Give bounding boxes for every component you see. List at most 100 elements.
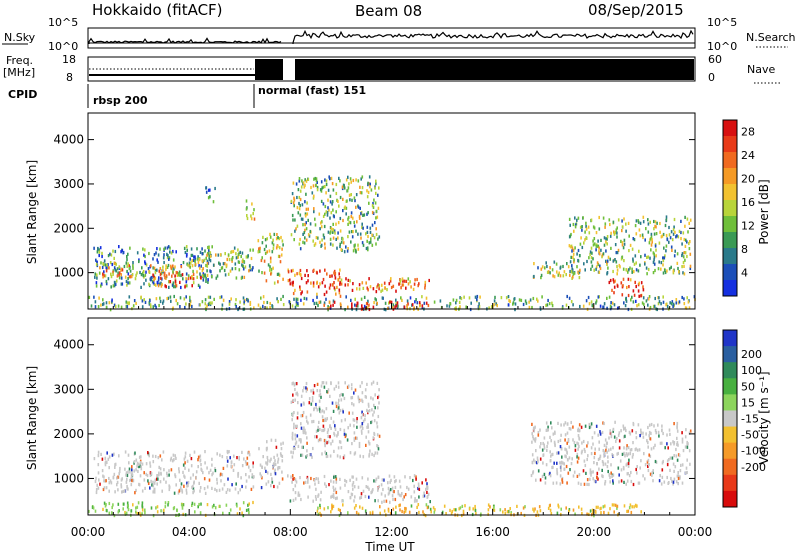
power-cell-1372 [645, 227, 647, 231]
power-cell-1050 [566, 262, 568, 266]
power-cell-1490 [282, 303, 285, 307]
vel-cell-968 [541, 474, 544, 478]
power-cell-499 [280, 253, 283, 257]
power-cell-153 [109, 261, 112, 265]
power-colorbar-swatch-6 [723, 216, 737, 233]
power-cell-635 [339, 216, 342, 221]
vel-cell-1683 [493, 506, 495, 510]
vel-cell-871 [291, 435, 294, 440]
vel-cell-1392 [668, 481, 670, 485]
vel-cell-717 [341, 408, 344, 412]
vel-cell-910 [321, 452, 323, 456]
vel-cell-757 [371, 408, 373, 412]
vel-cell-46 [118, 472, 120, 476]
vel-cell-213 [139, 474, 142, 478]
vel-cell-1483 [182, 512, 184, 516]
power-cell-942 [302, 232, 304, 236]
power-cell-426 [190, 253, 193, 257]
vel-cell-1274 [638, 448, 641, 452]
vel-cell-948 [640, 428, 642, 432]
power-cell-159 [166, 246, 169, 250]
power-cell-237 [211, 245, 213, 249]
power-cell-541 [266, 237, 268, 241]
vel-cell-72 [252, 465, 254, 469]
vel-cell-1404 [676, 429, 679, 433]
power-cell-1315 [623, 242, 626, 246]
vel-cell-293 [148, 454, 150, 458]
power-cell-1086 [649, 256, 651, 260]
vel-cell-100 [172, 453, 175, 457]
vel-cell-1019 [676, 441, 679, 445]
power-cell-1042 [559, 274, 562, 278]
power-cell-1594 [154, 303, 156, 307]
power-cell-303 [127, 262, 129, 266]
power-cell-1170 [672, 232, 675, 236]
power-cell-980 [388, 282, 391, 286]
power-cell-451 [238, 260, 241, 264]
vel-cell-1150 [681, 440, 684, 444]
vel-cell-109 [129, 478, 131, 483]
cpid-strip: CPID rbsp 200 normal (fast) 151 [8, 84, 366, 108]
velocity-colorbar-tick-0: 200 [741, 348, 762, 361]
power-cell-1038 [573, 260, 575, 264]
vel-cell-1239 [589, 471, 592, 475]
vel-cell-335 [237, 471, 240, 476]
power-cell-1019 [555, 262, 558, 266]
power-cell-1158 [629, 243, 632, 247]
power-cell-1283 [635, 268, 638, 272]
vel-cell-1353 [630, 448, 633, 452]
power-cell-391 [223, 268, 226, 273]
vel-cell-258 [114, 490, 116, 494]
vel-cell-1210 [583, 447, 586, 452]
power-cell-1421 [613, 285, 616, 289]
vel-cell-112 [246, 456, 249, 460]
power-cell-636 [372, 201, 374, 206]
power-cell-990 [386, 288, 388, 292]
vel-cell-97 [112, 476, 115, 480]
vel-cell-1559 [327, 506, 329, 510]
vel-cell-1519 [629, 503, 632, 507]
power-cell-1830 [288, 300, 291, 304]
power-cell-1229 [583, 262, 585, 266]
vel-cell-1363 [681, 431, 683, 435]
power-cell-596 [316, 271, 318, 275]
power-colorbar-tick-4: 20 [741, 173, 755, 186]
vel-cell-93 [245, 473, 247, 477]
vel-cell-755 [347, 384, 350, 388]
vel-cell-763 [374, 393, 376, 397]
vel-cell-540 [307, 495, 309, 499]
power-cell-133 [134, 277, 137, 281]
vel-cell-668 [354, 436, 357, 440]
vel-cell-483 [341, 499, 343, 503]
vel-cell-246 [192, 473, 194, 477]
vel-cell-1147 [645, 432, 647, 436]
power-cell-501 [278, 273, 281, 277]
vel-cell-63 [110, 481, 113, 485]
power-cell-947 [389, 279, 392, 283]
power-cell-1173 [581, 245, 584, 250]
power-cell-1270 [581, 228, 583, 232]
power-cell-1202 [570, 244, 573, 248]
power-cell-1277 [572, 252, 575, 256]
power-cell-562 [334, 276, 337, 280]
power-cell-1761 [185, 295, 187, 299]
vel-cell-1578 [586, 512, 588, 516]
power-cell-1150 [639, 221, 642, 225]
power-cell-768 [306, 201, 308, 205]
power-cell-1151 [680, 219, 682, 223]
power-cell-749 [332, 243, 334, 247]
vel-cell-1486 [236, 504, 238, 508]
power-cell-872 [293, 204, 295, 208]
vel-cell-90 [140, 467, 143, 471]
power-cell-1033 [572, 275, 574, 279]
power-cell-1 [186, 248, 188, 252]
vel-cell-924 [552, 432, 555, 436]
vel-cell-240 [161, 489, 163, 493]
vel-cell-1648 [487, 503, 490, 507]
power-cell-1296 [650, 243, 653, 247]
vel-cell-856 [358, 441, 361, 446]
vel-cell-1087 [548, 472, 550, 476]
vel-cell-883 [352, 418, 355, 422]
power-cell-1512 [100, 303, 102, 307]
power-cell-1442 [488, 306, 490, 310]
